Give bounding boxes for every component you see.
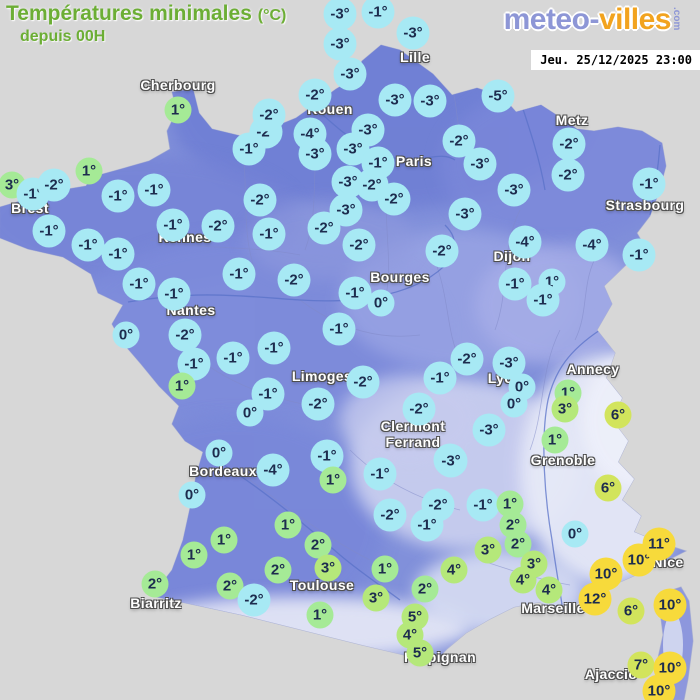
title-unit: (°C) — [257, 7, 287, 24]
page-title: Températures minimales — [6, 2, 252, 25]
page-subtitle: depuis 00H — [20, 28, 106, 45]
meteo-villes-logo[interactable]: meteo-villes .com — [504, 3, 682, 37]
title-block: Températures minimales (°C) depuis 00H — [6, 2, 286, 46]
logo-suffix-com: .com — [671, 7, 682, 31]
logo-part-villes: villes — [598, 3, 672, 36]
corsica — [655, 586, 694, 700]
logo-part-meteo: meteo- — [503, 3, 600, 36]
datetime-badge: Jeu. 25/12/2025 23:00 — [531, 50, 700, 70]
